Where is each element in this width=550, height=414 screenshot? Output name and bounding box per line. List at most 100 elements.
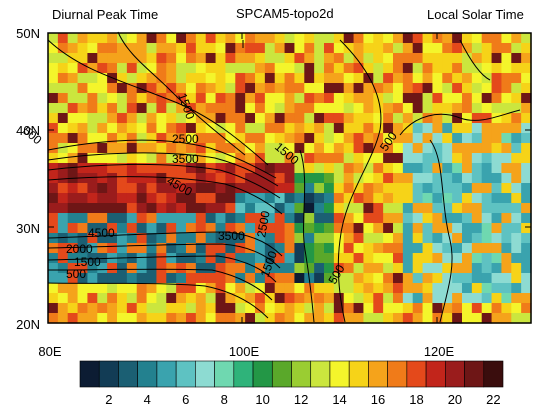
map-cell [225, 233, 236, 244]
map-cell [511, 83, 522, 94]
map-cell [452, 33, 463, 44]
map-cell [176, 53, 187, 64]
map-cell [501, 243, 512, 254]
map-cell [353, 183, 365, 194]
map-cell [48, 143, 59, 154]
map-cell [304, 283, 315, 294]
map-cell [501, 233, 512, 244]
map-cell [324, 243, 335, 254]
map-cell [383, 223, 394, 234]
map-cell [324, 153, 335, 164]
map-cell [87, 233, 98, 244]
map-cell [511, 73, 522, 84]
map-cell [215, 133, 227, 144]
map-cell [264, 233, 276, 244]
map-cell [304, 203, 315, 214]
map-cell [156, 313, 167, 324]
map-cell [87, 303, 98, 314]
map-cell [304, 113, 315, 124]
map-cell [126, 143, 138, 154]
map-cell [393, 43, 404, 54]
map-cell [117, 233, 128, 244]
map-cell [343, 313, 355, 324]
map-cell [176, 273, 187, 284]
map-cell [255, 133, 266, 144]
map-cell [294, 253, 305, 264]
map-cell [353, 63, 365, 74]
contour-line [47, 163, 281, 199]
map-cell [462, 173, 473, 184]
map-cell [491, 153, 503, 164]
map-cell [245, 73, 256, 84]
map-cell [176, 223, 187, 234]
map-cell [156, 133, 167, 144]
map-cell [195, 253, 207, 264]
map-cell [491, 193, 503, 204]
map-cell [383, 163, 394, 174]
map-cell [373, 243, 384, 254]
map-cell [126, 203, 138, 214]
map-cell [432, 33, 443, 44]
map-cell [511, 33, 522, 44]
map-cell [67, 293, 79, 304]
map-cell [462, 263, 473, 274]
map-cell [462, 93, 473, 104]
map-cell [521, 313, 532, 324]
map-cell [48, 113, 59, 124]
map-cell [117, 33, 128, 44]
map-cell [462, 33, 473, 44]
map-cell [353, 223, 365, 234]
map-cell [501, 143, 512, 154]
map-cell [264, 33, 276, 44]
map-cell [245, 53, 256, 64]
map-cell [166, 283, 177, 294]
map-cell [156, 213, 167, 224]
map-cell [491, 223, 503, 234]
map-cell [274, 183, 286, 194]
map-cell [117, 293, 128, 304]
map-cell [48, 163, 59, 174]
map-cell [511, 253, 522, 264]
map-cell [107, 123, 118, 134]
map-cell [333, 233, 345, 244]
map-cell [462, 303, 473, 314]
map-cell [402, 123, 414, 134]
map-cell [136, 253, 148, 264]
map-cell [343, 93, 355, 104]
map-cell [402, 83, 414, 94]
map-cell [422, 133, 434, 144]
map-cell [383, 253, 394, 264]
map-cell [97, 313, 108, 324]
colorbar-tick-label: 8 [221, 392, 228, 407]
map-cell [422, 253, 434, 264]
map-cell [333, 213, 345, 224]
map-cell [186, 233, 197, 244]
map-cell [166, 43, 177, 54]
map-cell [393, 123, 404, 134]
map-cell [215, 243, 227, 254]
map-cell [471, 143, 483, 154]
map-cell [383, 83, 394, 94]
map-cell [491, 303, 503, 314]
map-cell [324, 173, 335, 184]
map-cell [343, 163, 355, 174]
map-cell [521, 263, 532, 274]
map-cell [77, 293, 89, 304]
map-cell [333, 83, 345, 94]
contour-label: 2000 [66, 242, 93, 256]
map-cell [324, 293, 335, 304]
map-cell [67, 33, 79, 44]
map-cell [126, 273, 138, 284]
map-cell [77, 133, 89, 144]
map-cell [412, 293, 424, 304]
map-cell [452, 163, 463, 174]
map-cell [57, 243, 69, 254]
map-cell [107, 283, 118, 294]
map-cell [77, 283, 89, 294]
map-cell [402, 63, 414, 74]
map-cell [422, 233, 434, 244]
map-cell [521, 143, 532, 154]
map-cell [462, 213, 473, 224]
map-cell [264, 73, 276, 84]
map-cell [314, 73, 325, 84]
